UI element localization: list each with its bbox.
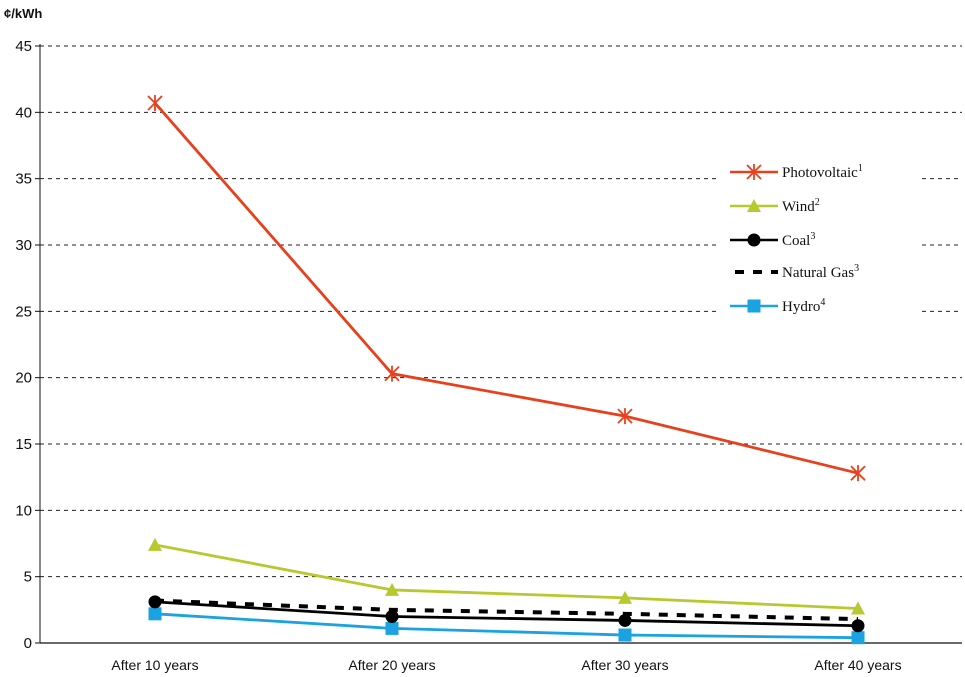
y-tick-label: 40 (15, 104, 32, 121)
data-point-photovoltaic (850, 465, 866, 482)
data-point-hydro (618, 628, 632, 642)
data-point-photovoltaic (617, 408, 633, 425)
y-axis-unit-label: ¢/kWh (4, 6, 42, 21)
x-tick-label: After 40 years (814, 657, 901, 673)
data-point-photovoltaic (147, 95, 163, 112)
data-point-coal (851, 619, 865, 633)
data-point-wind (385, 582, 399, 596)
legend-item-hydro: Hydro4 (730, 297, 825, 315)
x-tick-label: After 10 years (111, 657, 198, 673)
data-point-coal (148, 595, 162, 609)
data-point-wind (618, 590, 632, 604)
data-point-hydro (385, 621, 399, 635)
y-tick-label: 25 (15, 303, 32, 320)
series-group (147, 95, 866, 645)
y-tick-label: 5 (24, 569, 32, 586)
series-line-coal (154, 600, 859, 628)
series-line-photovoltaic (153, 102, 859, 475)
y-tick-label: 45 (15, 38, 32, 55)
legend-item-wind: Wind2 (730, 197, 820, 215)
legend-marker (746, 164, 762, 180)
y-tick-label: 0 (24, 635, 32, 652)
legend-item-photovoltaic: Photovoltaic1 (730, 163, 863, 181)
axes (39, 44, 962, 644)
legend-marker (747, 199, 761, 212)
data-point-coal (618, 613, 632, 627)
series-line-hydro (154, 612, 859, 640)
y-tick-label: 20 (15, 370, 32, 387)
series-hydro (148, 607, 865, 645)
series-coal (148, 595, 865, 633)
legend-marker (747, 299, 761, 313)
x-tick-label: After 30 years (581, 657, 668, 673)
x-axis-ticks: After 10 years After 20 years After 30 yea… (111, 657, 901, 673)
legend-label: Hydro4 (782, 297, 825, 315)
legend-item-natural-gas: Natural Gas3 (735, 263, 859, 281)
legend: Photovoltaic1 Wind2 Coal3 Natural Gas3 Hydro… (730, 163, 863, 315)
y-tick-label: 30 (15, 237, 32, 254)
series-wind (148, 537, 865, 615)
gridlines (40, 45, 962, 578)
series-line-wind (154, 543, 859, 610)
y-tick-label: 10 (15, 502, 32, 519)
legend-marker (747, 233, 761, 247)
legend-label: Wind2 (782, 197, 820, 215)
data-point-hydro (148, 607, 162, 621)
data-point-photovoltaic (384, 365, 400, 382)
data-point-hydro (851, 631, 865, 645)
y-axis-ticks: 0 5 10 15 20 25 30 35 40 45 (15, 38, 40, 652)
data-point-coal (385, 609, 399, 623)
data-point-wind (148, 537, 162, 551)
series-photovoltaic (147, 95, 866, 482)
x-tick-label: After 20 years (348, 657, 435, 673)
data-point-wind (851, 601, 865, 615)
legend-item-coal: Coal3 (730, 231, 815, 249)
y-tick-label: 15 (15, 436, 32, 453)
legend-label: Natural Gas3 (782, 263, 859, 281)
y-tick-label: 35 (15, 171, 32, 188)
legend-label: Coal3 (782, 231, 815, 249)
legend-label: Photovoltaic1 (782, 163, 863, 181)
